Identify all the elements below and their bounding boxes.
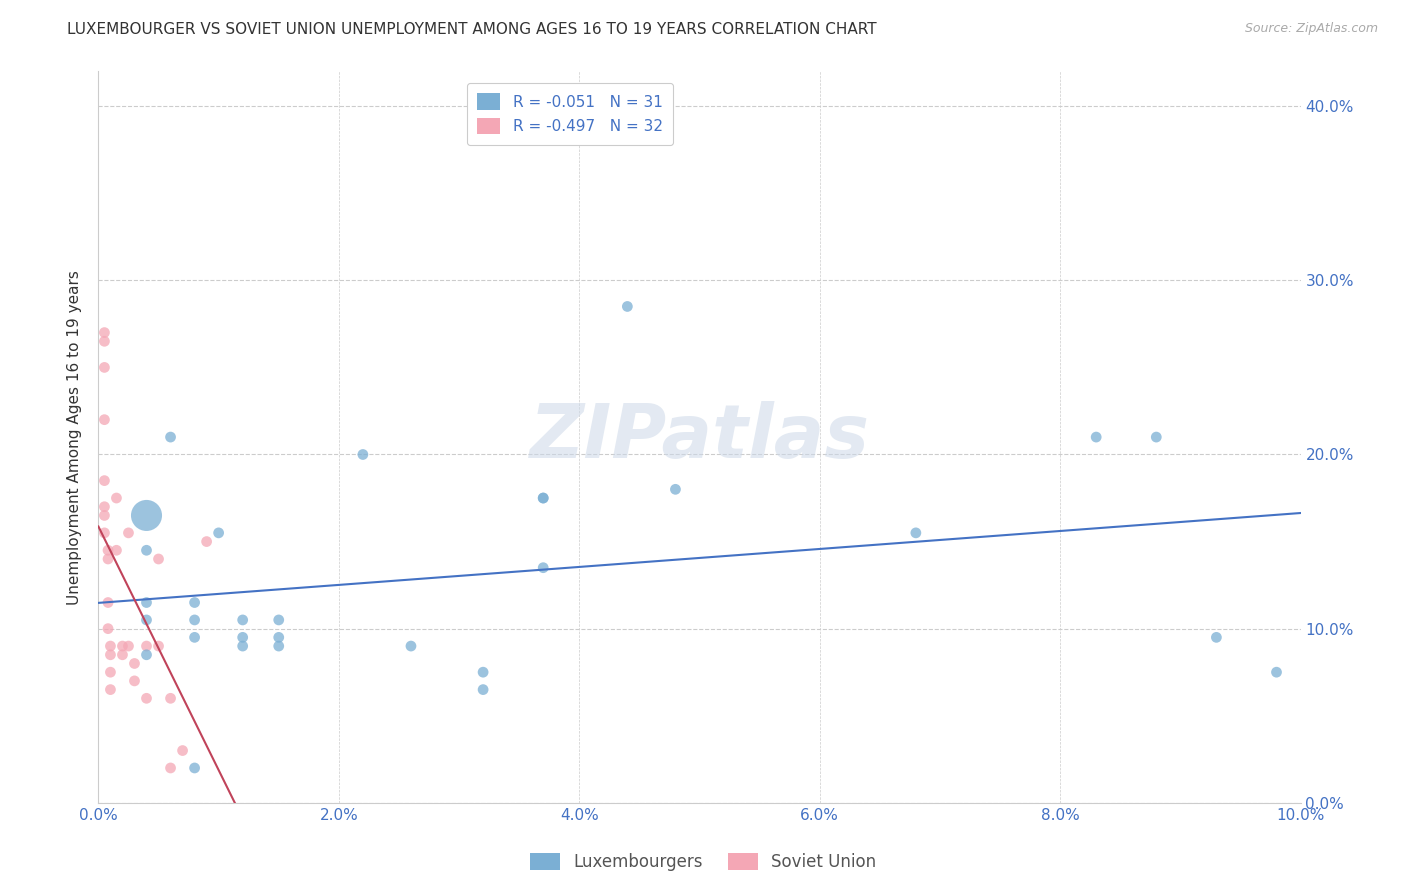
Point: [664, 483, 686, 497]
Point: [97, 622, 120, 636]
Point: [105, 491, 128, 505]
Y-axis label: Unemployment Among Ages 16 to 19 years: Unemployment Among Ages 16 to 19 years: [67, 269, 83, 605]
Point: [124, 657, 146, 671]
Text: LUXEMBOURGER VS SOVIET UNION UNEMPLOYMENT AMONG AGES 16 TO 19 YEARS CORRELATION : LUXEMBOURGER VS SOVIET UNION UNEMPLOYMEN…: [67, 22, 877, 37]
Point: [159, 691, 181, 706]
Point: [135, 508, 157, 523]
Point: [1144, 430, 1167, 444]
Point: [97, 595, 120, 609]
Point: [124, 673, 146, 688]
Point: [93, 474, 115, 488]
Point: [135, 639, 157, 653]
Point: [135, 613, 157, 627]
Point: [93, 360, 115, 375]
Point: [208, 525, 231, 540]
Point: [232, 631, 254, 645]
Point: [267, 639, 290, 653]
Point: [117, 525, 139, 540]
Point: [472, 682, 495, 697]
Point: [1265, 665, 1288, 680]
Point: [172, 743, 194, 757]
Point: [135, 648, 157, 662]
Point: [531, 560, 554, 574]
Legend: Luxembourgers, Soviet Union: Luxembourgers, Soviet Union: [522, 845, 884, 880]
Point: [117, 639, 139, 653]
Point: [100, 639, 122, 653]
Point: [352, 448, 374, 462]
Point: [183, 613, 205, 627]
Point: [111, 648, 134, 662]
Point: [100, 665, 122, 680]
Point: [105, 543, 128, 558]
Point: [1205, 631, 1227, 645]
Text: ZIPatlas: ZIPatlas: [530, 401, 869, 474]
Point: [183, 761, 205, 775]
Point: [195, 534, 218, 549]
Point: [531, 491, 554, 505]
Point: [531, 491, 554, 505]
Point: [616, 300, 638, 314]
Point: [100, 648, 122, 662]
Point: [111, 639, 134, 653]
Point: [93, 412, 115, 426]
Point: [183, 631, 205, 645]
Point: [399, 639, 422, 653]
Point: [232, 639, 254, 653]
Point: [97, 552, 120, 566]
Point: [135, 543, 157, 558]
Point: [100, 682, 122, 697]
Point: [232, 613, 254, 627]
Point: [267, 631, 290, 645]
Point: [1085, 430, 1108, 444]
Point: [904, 525, 927, 540]
Point: [135, 595, 157, 609]
Point: [159, 430, 181, 444]
Point: [472, 665, 495, 680]
Point: [93, 326, 115, 340]
Point: [93, 334, 115, 349]
Legend: R = -0.051   N = 31, R = -0.497   N = 32: R = -0.051 N = 31, R = -0.497 N = 32: [467, 83, 673, 145]
Text: Source: ZipAtlas.com: Source: ZipAtlas.com: [1244, 22, 1378, 36]
Point: [159, 761, 181, 775]
Point: [97, 543, 120, 558]
Point: [267, 613, 290, 627]
Point: [148, 552, 170, 566]
Point: [93, 508, 115, 523]
Point: [93, 525, 115, 540]
Point: [135, 691, 157, 706]
Point: [183, 595, 205, 609]
Point: [148, 639, 170, 653]
Point: [93, 500, 115, 514]
